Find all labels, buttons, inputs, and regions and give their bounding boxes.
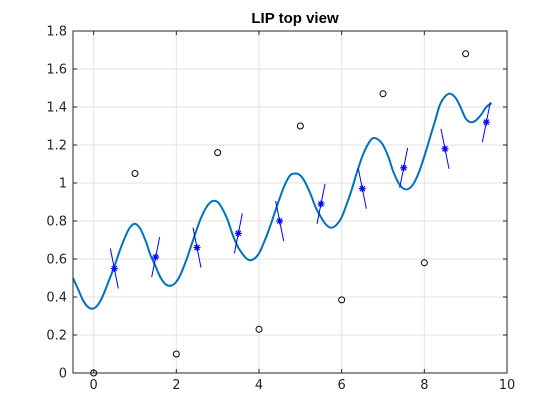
x-tick-label: 2 xyxy=(172,378,180,393)
footstep-point xyxy=(172,350,180,358)
y-tick-label: 0 xyxy=(59,367,67,382)
x-tick-labels: 0 2 4 6 8 10 xyxy=(90,378,516,393)
chart-title: LIP top view xyxy=(251,10,339,27)
y-tick-label: 1 xyxy=(59,177,67,192)
step-marker xyxy=(481,102,491,143)
step-star-stroke xyxy=(152,254,159,261)
step-star-stroke xyxy=(235,230,242,237)
grid xyxy=(73,30,508,374)
step-star-stroke xyxy=(483,119,490,126)
step-marker xyxy=(316,183,326,224)
step-marker xyxy=(151,237,161,278)
x-tick-label: 0 xyxy=(90,378,98,393)
step-marker xyxy=(109,248,119,289)
step-marker xyxy=(440,128,450,169)
x-tick-label: 8 xyxy=(420,378,428,393)
step-marker xyxy=(192,227,202,268)
y-tick-label: 1.8 xyxy=(46,25,67,40)
x-tick-label: 6 xyxy=(338,378,346,393)
footstep-point xyxy=(379,90,387,98)
footstep-point xyxy=(420,259,428,267)
footstep-point xyxy=(131,170,139,177)
trajectory-layer xyxy=(72,92,493,310)
step-marker xyxy=(399,147,409,188)
y-tick-label: 0.2 xyxy=(46,329,67,344)
step-marker-layer xyxy=(109,102,491,289)
footstep-point xyxy=(214,149,222,157)
tick-marks xyxy=(73,30,508,374)
step-star-stroke xyxy=(442,145,448,152)
footstep-point xyxy=(338,296,346,304)
step-star-stroke xyxy=(359,185,366,192)
y-tick-label: 1.2 xyxy=(46,139,67,154)
step-marker xyxy=(357,168,367,209)
y-tick-labels: 0 0.2 0.4 0.6 0.8 1 1.2 1.4 1.6 1.8 xyxy=(46,25,67,382)
y-tick-label: 0.4 xyxy=(46,291,67,306)
footstep-point xyxy=(255,325,263,333)
step-star-stroke xyxy=(194,244,200,251)
step-star-stroke xyxy=(400,164,407,171)
plot-area-border xyxy=(72,30,508,374)
x-tick-label: 4 xyxy=(255,378,263,393)
x-tick-label: 10 xyxy=(499,378,516,393)
y-tick-label: 0.8 xyxy=(46,215,67,230)
y-tick-label: 0.6 xyxy=(46,253,67,268)
y-tick-label: 1.6 xyxy=(46,63,67,78)
step-marker xyxy=(233,213,243,254)
y-tick-label: 1.4 xyxy=(46,101,67,116)
step-star-stroke xyxy=(318,200,324,207)
footstep-point xyxy=(296,122,304,130)
footstep-point xyxy=(462,50,470,58)
step-marker xyxy=(275,200,285,242)
trajectory-line xyxy=(72,92,493,310)
step-star-stroke xyxy=(111,265,118,272)
footstep-layer xyxy=(90,50,470,377)
step-star-stroke xyxy=(276,218,283,224)
